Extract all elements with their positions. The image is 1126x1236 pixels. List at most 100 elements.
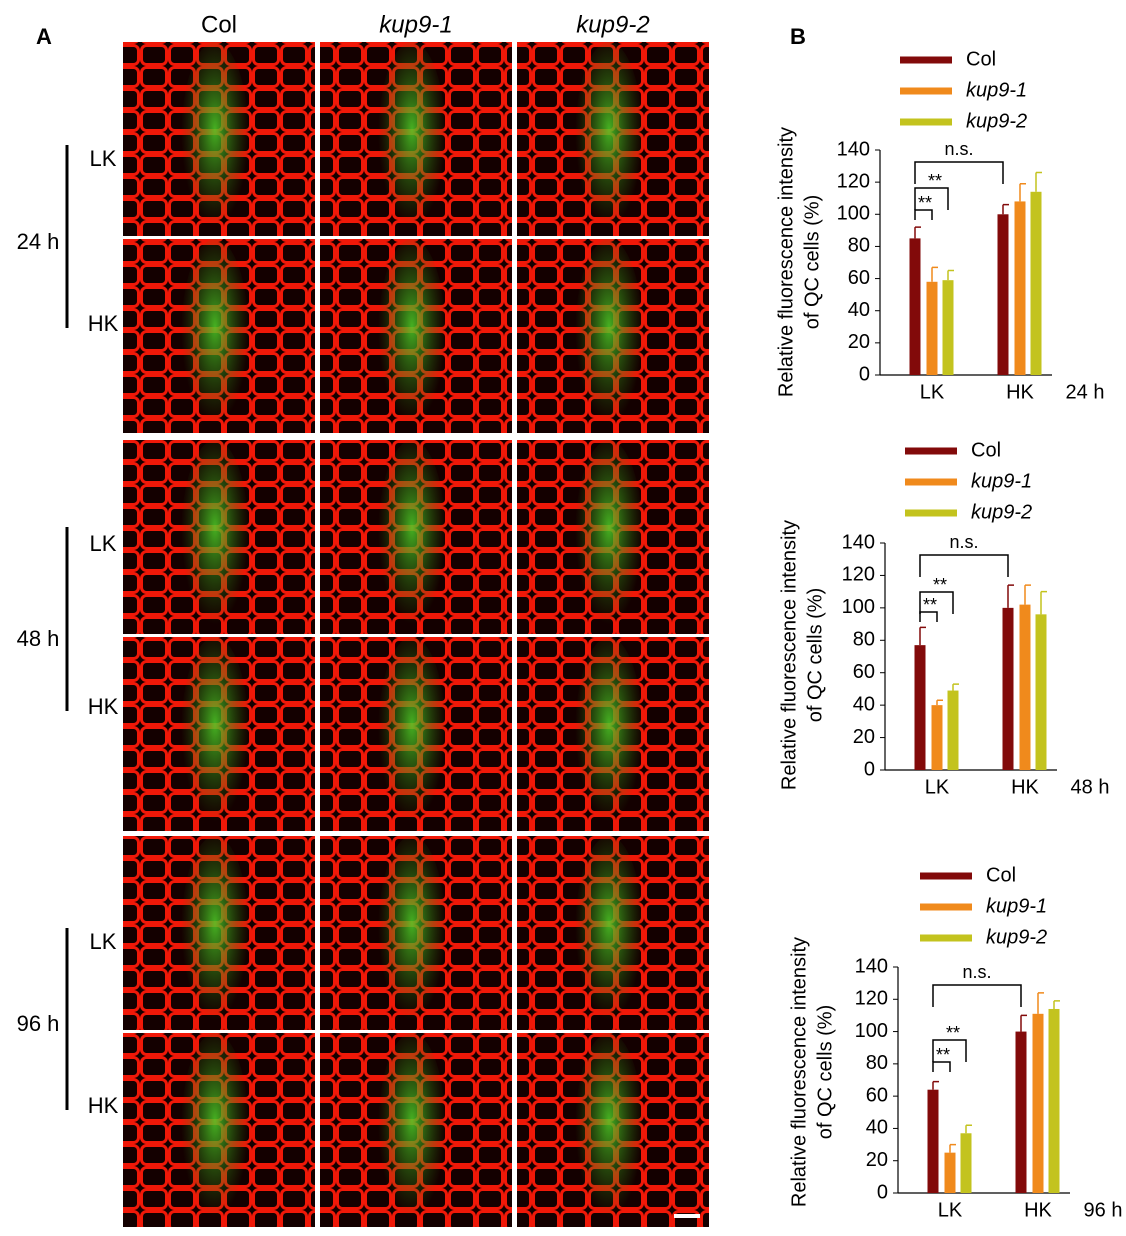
y-tick-label: 100 <box>842 596 875 618</box>
bar <box>1002 607 1014 770</box>
y-axis-label: of QC cells (%) <box>801 195 823 329</box>
x-axis-label: 48 h <box>1071 776 1110 798</box>
significance-label: ** <box>923 595 937 615</box>
error-bar <box>1019 183 1026 202</box>
y-tick-label: 20 <box>853 726 875 748</box>
time-label: 48 h <box>17 626 60 651</box>
bar <box>960 1133 972 1193</box>
x-axis-label: 24 h <box>1066 381 1105 403</box>
gfp-signal <box>378 440 446 634</box>
y-tick-label: 100 <box>855 1020 888 1042</box>
gfp-signal <box>575 836 643 1030</box>
gfp-signal <box>575 1033 643 1227</box>
bar <box>909 238 921 375</box>
y-tick-label: 120 <box>842 564 875 586</box>
significance-label: ** <box>933 575 947 595</box>
y-tick-label: 140 <box>837 138 870 160</box>
significance-bracket <box>932 1039 967 1062</box>
significance-label: n.s. <box>949 532 978 552</box>
error-bar <box>932 1080 939 1090</box>
y-tick-label: 20 <box>866 1149 888 1171</box>
y-tick-label: 0 <box>864 758 875 780</box>
error-bar <box>931 266 938 282</box>
error-bar <box>1037 992 1044 1014</box>
panel-a: Col kup9-1 kup9-2 24 h LK HK 48 h LK HK 96 h LK HK <box>17 11 709 1227</box>
column-header: Col <box>201 11 237 38</box>
error-bar <box>919 626 926 646</box>
legend-label: Col <box>986 864 1016 886</box>
y-axis-label: of QC cells (%) <box>814 1005 836 1139</box>
significance-label: ** <box>946 1023 960 1043</box>
error-bar <box>952 683 959 691</box>
y-tick-label: 0 <box>859 363 870 385</box>
y-axis-label: of QC cells (%) <box>804 588 826 722</box>
legend-label: kup9-2 <box>986 926 1047 948</box>
significance-label: ** <box>936 1045 950 1065</box>
gfp-signal <box>181 239 249 433</box>
y-axis-label: Relative fluorescence intensity <box>778 520 800 790</box>
chart: Relative fluorescence intensity of QC cel… <box>778 439 1109 798</box>
error-bar <box>1035 171 1042 192</box>
gfp-signal <box>378 637 446 831</box>
significance-label: ** <box>928 171 942 191</box>
panel-label: B <box>790 24 806 49</box>
panel-b: Relative fluorescence intensity of QC cel… <box>775 48 1122 1221</box>
gfp-signal <box>378 1033 446 1227</box>
error-bar <box>1040 590 1047 615</box>
condition-label: LK <box>90 531 117 556</box>
y-tick-label: 40 <box>853 693 875 715</box>
significance-bracket <box>919 591 954 614</box>
panel-label: A <box>36 24 52 49</box>
y-tick-label: 60 <box>853 661 875 683</box>
error-bar <box>1020 1014 1027 1032</box>
bar <box>947 690 959 770</box>
x-tick-label: LK <box>938 1199 963 1221</box>
x-tick-label: LK <box>920 381 945 403</box>
gfp-signal <box>378 42 446 236</box>
gfp-signal <box>378 836 446 1030</box>
y-tick-label: 140 <box>842 531 875 553</box>
gfp-signal <box>181 440 249 634</box>
y-tick-label: 80 <box>866 1052 888 1074</box>
y-tick-label: 120 <box>855 988 888 1010</box>
bar <box>914 645 926 770</box>
significance-bracket <box>932 984 1022 1007</box>
y-tick-label: 100 <box>837 203 870 225</box>
legend-label: kup9-1 <box>971 470 1032 492</box>
gfp-signal <box>181 1033 249 1227</box>
x-tick-label: HK <box>1006 381 1034 403</box>
significance-bracket <box>919 611 938 622</box>
bar <box>997 214 1009 375</box>
gfp-signal <box>575 637 643 831</box>
significance-bracket <box>914 161 1004 184</box>
significance-bracket <box>914 209 933 220</box>
legend-label: kup9-1 <box>986 895 1047 917</box>
y-tick-label: 120 <box>837 170 870 192</box>
legend-label: kup9-2 <box>966 110 1027 132</box>
x-tick-label: HK <box>1024 1199 1052 1221</box>
time-label: 96 h <box>17 1011 60 1036</box>
gfp-signal <box>575 42 643 236</box>
legend-label: Col <box>966 48 996 70</box>
significance-label: ** <box>918 193 932 213</box>
gfp-signal <box>575 239 643 433</box>
significance-label: n.s. <box>944 139 973 159</box>
y-tick-label: 40 <box>848 299 870 321</box>
error-bar <box>1053 1000 1060 1009</box>
y-tick-label: 40 <box>866 1117 888 1139</box>
gfp-signal <box>378 239 446 433</box>
bar <box>1019 604 1031 770</box>
gfp-signal <box>575 440 643 634</box>
error-bar <box>1007 584 1014 608</box>
y-axis-label: Relative fluorescence intensity <box>775 127 797 397</box>
condition-label: LK <box>90 929 117 954</box>
error-bar <box>1024 584 1031 605</box>
y-tick-label: 60 <box>866 1084 888 1106</box>
chart: Relative fluorescence intensity of QC cel… <box>775 48 1104 403</box>
error-bar <box>947 269 954 281</box>
condition-label: HK <box>88 311 119 336</box>
significance-bracket <box>919 554 1009 577</box>
bar <box>1030 191 1042 375</box>
chart: Relative fluorescence intensity of QC cel… <box>788 864 1122 1221</box>
